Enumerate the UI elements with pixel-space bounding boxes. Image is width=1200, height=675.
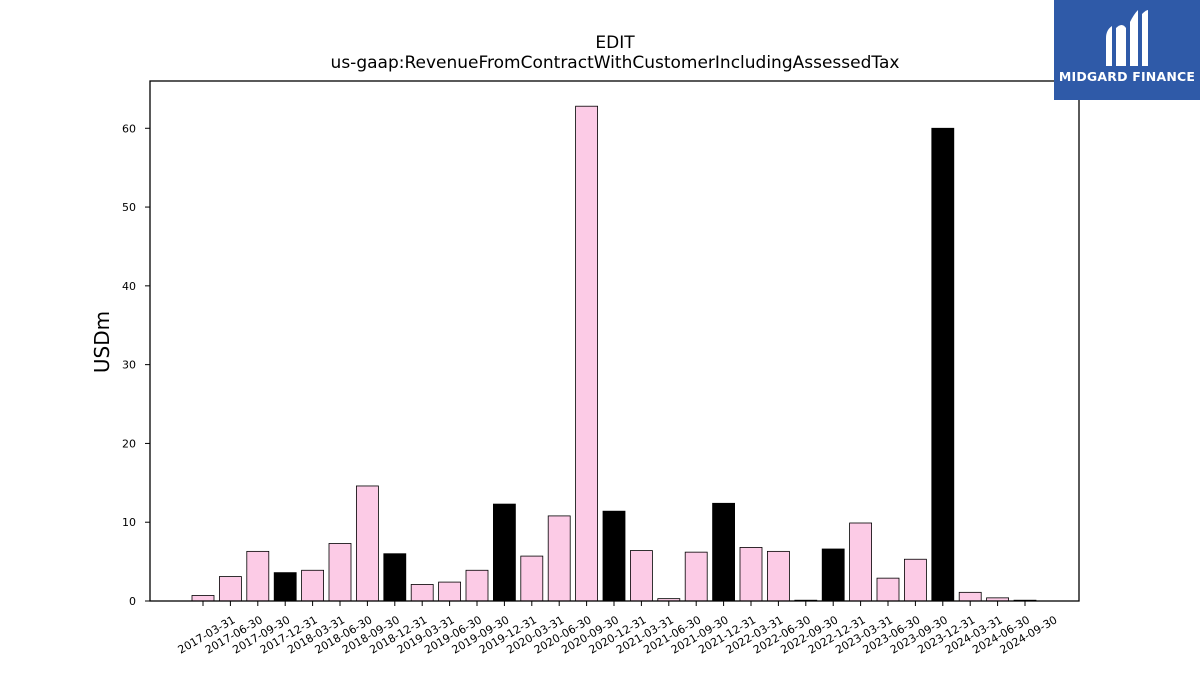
chart-subtitle: us-gaap:RevenueFromContractWithCustomerI…	[331, 53, 900, 73]
bar-2020-03-31	[520, 555, 544, 602]
bar-2021-03-31	[630, 550, 653, 602]
bar-2017-09-30	[246, 550, 270, 602]
y-tick-label: 50	[122, 201, 136, 214]
bar-2019-03-31	[410, 584, 434, 602]
bar-2017-12-31	[273, 572, 297, 602]
bar-2023-12-31	[931, 127, 955, 602]
bar-2019-06-30	[438, 581, 462, 602]
bar-2022-03-31	[739, 547, 763, 602]
y-axis-label: USDm	[90, 311, 114, 373]
bar-2018-09-30	[355, 485, 379, 602]
bar-2020-09-30	[575, 105, 598, 602]
bar-2020-12-31	[602, 510, 626, 602]
bar-2021-09-30	[684, 551, 708, 602]
y-ticks-group: 0 10 20 30 40 50 60	[122, 122, 150, 608]
plot-frame	[149, 80, 1080, 602]
bar-2018-12-31	[383, 553, 407, 602]
bar-2018-03-31	[301, 569, 325, 602]
bar-2017-06-30	[218, 576, 242, 602]
bar-2019-09-30	[465, 569, 489, 602]
y-tick-label: 20	[122, 437, 136, 450]
logo-text: MIDGARD FINANCE	[1058, 69, 1196, 84]
bar-2021-12-31	[712, 502, 735, 602]
y-tick-label: 40	[122, 280, 136, 293]
y-tick-label: 60	[122, 122, 136, 135]
bar-2017-03-31	[191, 595, 215, 602]
y-tick-label: 10	[122, 516, 136, 529]
bar-2023-06-30	[876, 577, 900, 602]
bar-2023-09-30	[904, 558, 927, 602]
bar-2023-03-31	[849, 522, 872, 602]
x-ticks-group: 2017-03-312017-06-302017-09-302017-12-31…	[176, 601, 1060, 657]
y-tick-label: 30	[122, 359, 136, 372]
midgard-finance-logo: MIDGARD FINANCE	[1054, 0, 1200, 100]
bar-2022-12-31	[821, 548, 845, 602]
midgard-logo-icon	[1106, 10, 1148, 66]
y-tick-label: 0	[129, 595, 136, 608]
bar-2020-06-30	[547, 515, 571, 602]
chart-title: EDIT	[595, 33, 635, 53]
bars-group	[191, 105, 1037, 602]
bar-2022-06-30	[767, 550, 790, 602]
bar-2024-03-31	[958, 591, 982, 602]
bar-2019-12-31	[492, 503, 516, 602]
bar-2018-06-30	[328, 543, 352, 602]
